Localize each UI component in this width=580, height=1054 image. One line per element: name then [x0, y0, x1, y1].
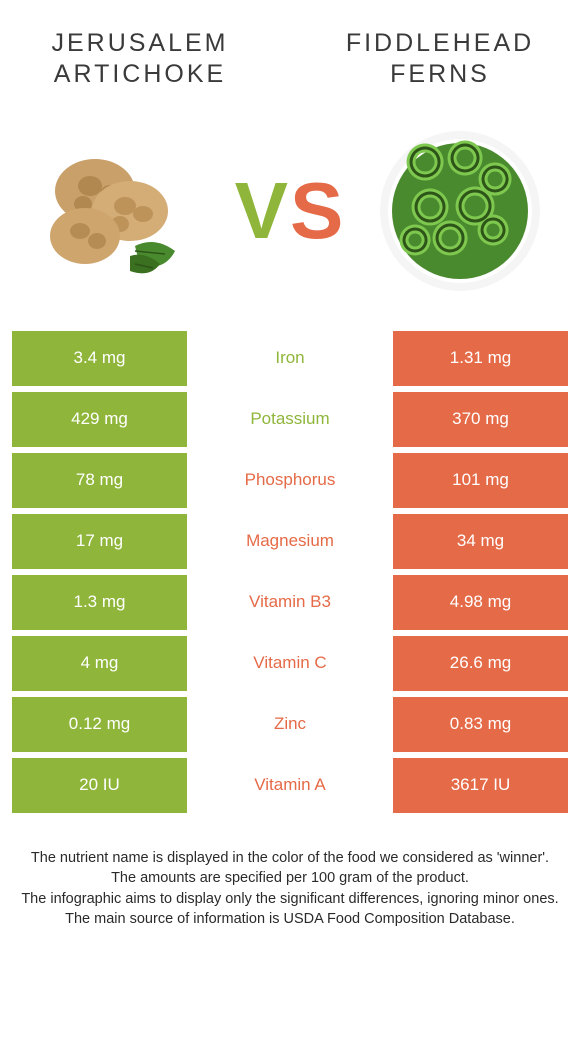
- value-right: 0.83 mg: [393, 697, 568, 752]
- nutrient-name: Vitamin B3: [187, 575, 393, 630]
- food-title-left: Jerusalem artichoke: [20, 28, 260, 91]
- footer-notes: The nutrient name is displayed in the co…: [0, 819, 580, 930]
- fiddlehead-icon: [375, 126, 545, 296]
- value-right: 370 mg: [393, 392, 568, 447]
- vs-label: VS: [235, 165, 346, 257]
- value-left: 0.12 mg: [12, 697, 187, 752]
- nutrient-name: Vitamin C: [187, 636, 393, 691]
- nutrient-name: Iron: [187, 331, 393, 386]
- table-row: 4 mgVitamin C26.6 mg: [12, 636, 568, 691]
- food-title-right: Fiddlehead Ferns: [320, 28, 560, 91]
- nutrient-name: Magnesium: [187, 514, 393, 569]
- value-right: 3617 IU: [393, 758, 568, 813]
- header: Jerusalem artichoke Fiddlehead Ferns: [0, 0, 580, 101]
- table-row: 429 mgPotassium370 mg: [12, 392, 568, 447]
- table-row: 3.4 mgIron1.31 mg: [12, 331, 568, 386]
- value-right: 1.31 mg: [393, 331, 568, 386]
- vs-row: VS: [0, 101, 580, 331]
- table-row: 0.12 mgZinc0.83 mg: [12, 697, 568, 752]
- nutrient-name: Phosphorus: [187, 453, 393, 508]
- nutrient-table: 3.4 mgIron1.31 mg 429 mgPotassium370 mg 78…: [12, 331, 568, 813]
- footer-line: The nutrient name is displayed in the co…: [20, 849, 560, 869]
- value-right: 4.98 mg: [393, 575, 568, 630]
- nutrient-name: Zinc: [187, 697, 393, 752]
- vs-s-letter: S: [290, 166, 345, 255]
- nutrient-name: Vitamin A: [187, 758, 393, 813]
- value-left: 1.3 mg: [12, 575, 187, 630]
- value-left: 17 mg: [12, 514, 187, 569]
- table-row: 20 IUVitamin A3617 IU: [12, 758, 568, 813]
- footer-line: The infographic aims to display only the…: [20, 890, 560, 910]
- food-image-right: [370, 121, 550, 301]
- nutrient-name: Potassium: [187, 392, 393, 447]
- value-left: 4 mg: [12, 636, 187, 691]
- value-left: 3.4 mg: [12, 331, 187, 386]
- table-row: 78 mgPhosphorus101 mg: [12, 453, 568, 508]
- value-left: 20 IU: [12, 758, 187, 813]
- table-row: 1.3 mgVitamin B34.98 mg: [12, 575, 568, 630]
- value-left: 429 mg: [12, 392, 187, 447]
- value-right: 34 mg: [393, 514, 568, 569]
- table-row: 17 mgMagnesium34 mg: [12, 514, 568, 569]
- value-right: 26.6 mg: [393, 636, 568, 691]
- vs-v-letter: V: [235, 166, 290, 255]
- value-right: 101 mg: [393, 453, 568, 508]
- artichoke-icon: [35, 136, 205, 286]
- footer-line: The main source of information is USDA F…: [20, 910, 560, 930]
- food-image-left: [30, 121, 210, 301]
- footer-line: The amounts are specified per 100 gram o…: [20, 869, 560, 889]
- value-left: 78 mg: [12, 453, 187, 508]
